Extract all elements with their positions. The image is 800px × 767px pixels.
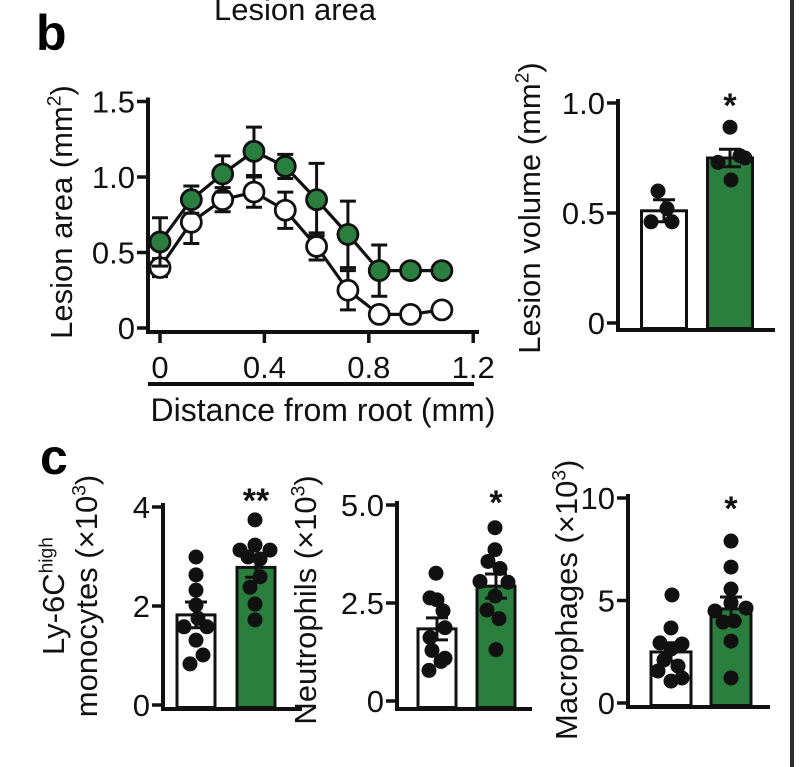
svg-text:*: * — [489, 484, 503, 522]
neutrophils-bar-chart: 0 2.5 5.0 * — [341, 484, 532, 719]
neutrophils-ylabel: Neutrophils (×103) — [288, 475, 323, 725]
ylabel-close: ) — [44, 85, 79, 96]
svg-text:0: 0 — [118, 311, 135, 346]
svg-text:1.2: 1.2 — [452, 350, 495, 385]
svg-text:**: ** — [243, 482, 270, 520]
lesion-volume-bar-chart: 0 0.5 1.0 * — [562, 86, 775, 341]
lesion-area-line-chart: 0 0.5 1.0 1.5 0 0.4 0.8 1.2 — [92, 85, 495, 386]
line-chart-ylabel: Lesion area (mm2) — [44, 47, 83, 377]
svg-text:0.5: 0.5 — [92, 236, 135, 271]
svg-text:*: * — [724, 490, 738, 528]
page-column-divider — [790, 0, 794, 767]
svg-text:1.0: 1.0 — [562, 86, 605, 121]
svg-text:1.0: 1.0 — [92, 160, 135, 195]
panel-c-label: c — [40, 429, 68, 485]
svg-text:1.5: 1.5 — [92, 85, 135, 120]
svg-text:10: 10 — [581, 481, 615, 516]
monocytes-bar-chart: 0 2 4 ** — [133, 482, 302, 723]
ylabel-close: ) — [512, 62, 547, 73]
macrophages-ylabel: Macrophages (×103) — [549, 459, 584, 740]
line-chart-xlabel: Distance from root (mm) — [150, 392, 496, 428]
ylabel-sup: 2 — [44, 95, 66, 107]
svg-text:5: 5 — [598, 584, 615, 619]
svg-text:*: * — [723, 87, 737, 125]
line-chart-title: Lesion area — [213, 0, 376, 27]
panel-b-label: b — [36, 5, 67, 61]
svg-text:0.8: 0.8 — [347, 350, 390, 385]
ylabel-row-2: monocytes (×103) — [69, 474, 104, 718]
svg-text:0: 0 — [133, 688, 150, 723]
svg-text:0: 0 — [367, 684, 384, 719]
macrophages-bar-chart: 0 5 10 * — [581, 481, 770, 721]
svg-text:0: 0 — [598, 686, 615, 721]
svg-text:5.0: 5.0 — [341, 488, 384, 523]
svg-text:0.4: 0.4 — [243, 350, 286, 385]
ylabel-sup: 2 — [512, 72, 534, 84]
svg-text:0.5: 0.5 — [562, 196, 605, 231]
svg-text:0: 0 — [588, 306, 605, 341]
monocytes-ylabel: Ly-6Chigh monocytes (×103) — [36, 461, 104, 731]
ylabel-text: Lesion area (mm — [44, 106, 79, 339]
svg-text:2: 2 — [133, 589, 150, 624]
x-axis-underline — [148, 382, 474, 386]
svg-text:4: 4 — [133, 490, 150, 525]
ylabel-text: Lesion volume (mm — [512, 83, 547, 354]
svg-text:0: 0 — [151, 350, 168, 385]
svg-text:2.5: 2.5 — [341, 586, 384, 621]
volume-chart-ylabel: Lesion volume (mm2) — [512, 38, 551, 378]
ylabel-row-1: Ly-6Chigh — [36, 537, 71, 655]
